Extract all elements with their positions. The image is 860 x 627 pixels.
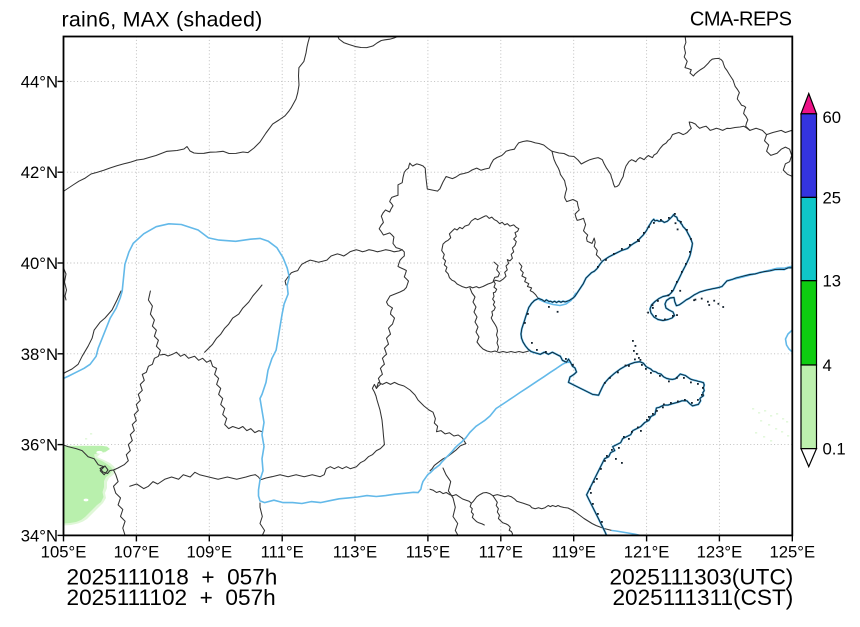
svg-text:115°E: 115°E <box>406 543 450 562</box>
svg-text:125°E: 125°E <box>769 543 815 562</box>
svg-text:40°N: 40°N <box>21 254 58 273</box>
svg-text:117°E: 117°E <box>479 543 523 562</box>
svg-text:0.1: 0.1 <box>823 440 846 459</box>
svg-text:109°E: 109°E <box>186 543 232 562</box>
svg-text:36°N: 36°N <box>21 436 58 455</box>
svg-text:119°E: 119°E <box>551 543 595 562</box>
svg-text:107°E: 107°E <box>114 543 160 562</box>
svg-text:34°N: 34°N <box>21 526 58 545</box>
svg-text:121°E: 121°E <box>624 543 670 562</box>
svg-text:60: 60 <box>823 108 842 127</box>
svg-text:25: 25 <box>823 188 842 207</box>
svg-text:2025111018 + 057h: 2025111018 + 057h <box>67 565 278 590</box>
svg-text:113°E: 113°E <box>333 543 377 562</box>
svg-text:2025111311(CST): 2025111311(CST) <box>612 585 793 610</box>
svg-text:2025111102 + 057h: 2025111102 + 057h <box>67 585 276 610</box>
svg-text:rain6, MAX (shaded): rain6, MAX (shaded) <box>62 8 263 32</box>
svg-text:42°N: 42°N <box>21 163 58 182</box>
svg-text:44°N: 44°N <box>21 72 58 91</box>
svg-text:105°E: 105°E <box>41 543 87 562</box>
svg-text:38°N: 38°N <box>21 345 58 364</box>
svg-text:111°E: 111°E <box>261 543 304 562</box>
svg-text:4: 4 <box>823 356 832 375</box>
svg-text:2025111303(UTC): 2025111303(UTC) <box>610 565 794 590</box>
svg-text:CMA-REPS: CMA-REPS <box>690 9 792 31</box>
svg-text:123°E: 123°E <box>697 543 743 562</box>
svg-text:13: 13 <box>823 272 842 291</box>
